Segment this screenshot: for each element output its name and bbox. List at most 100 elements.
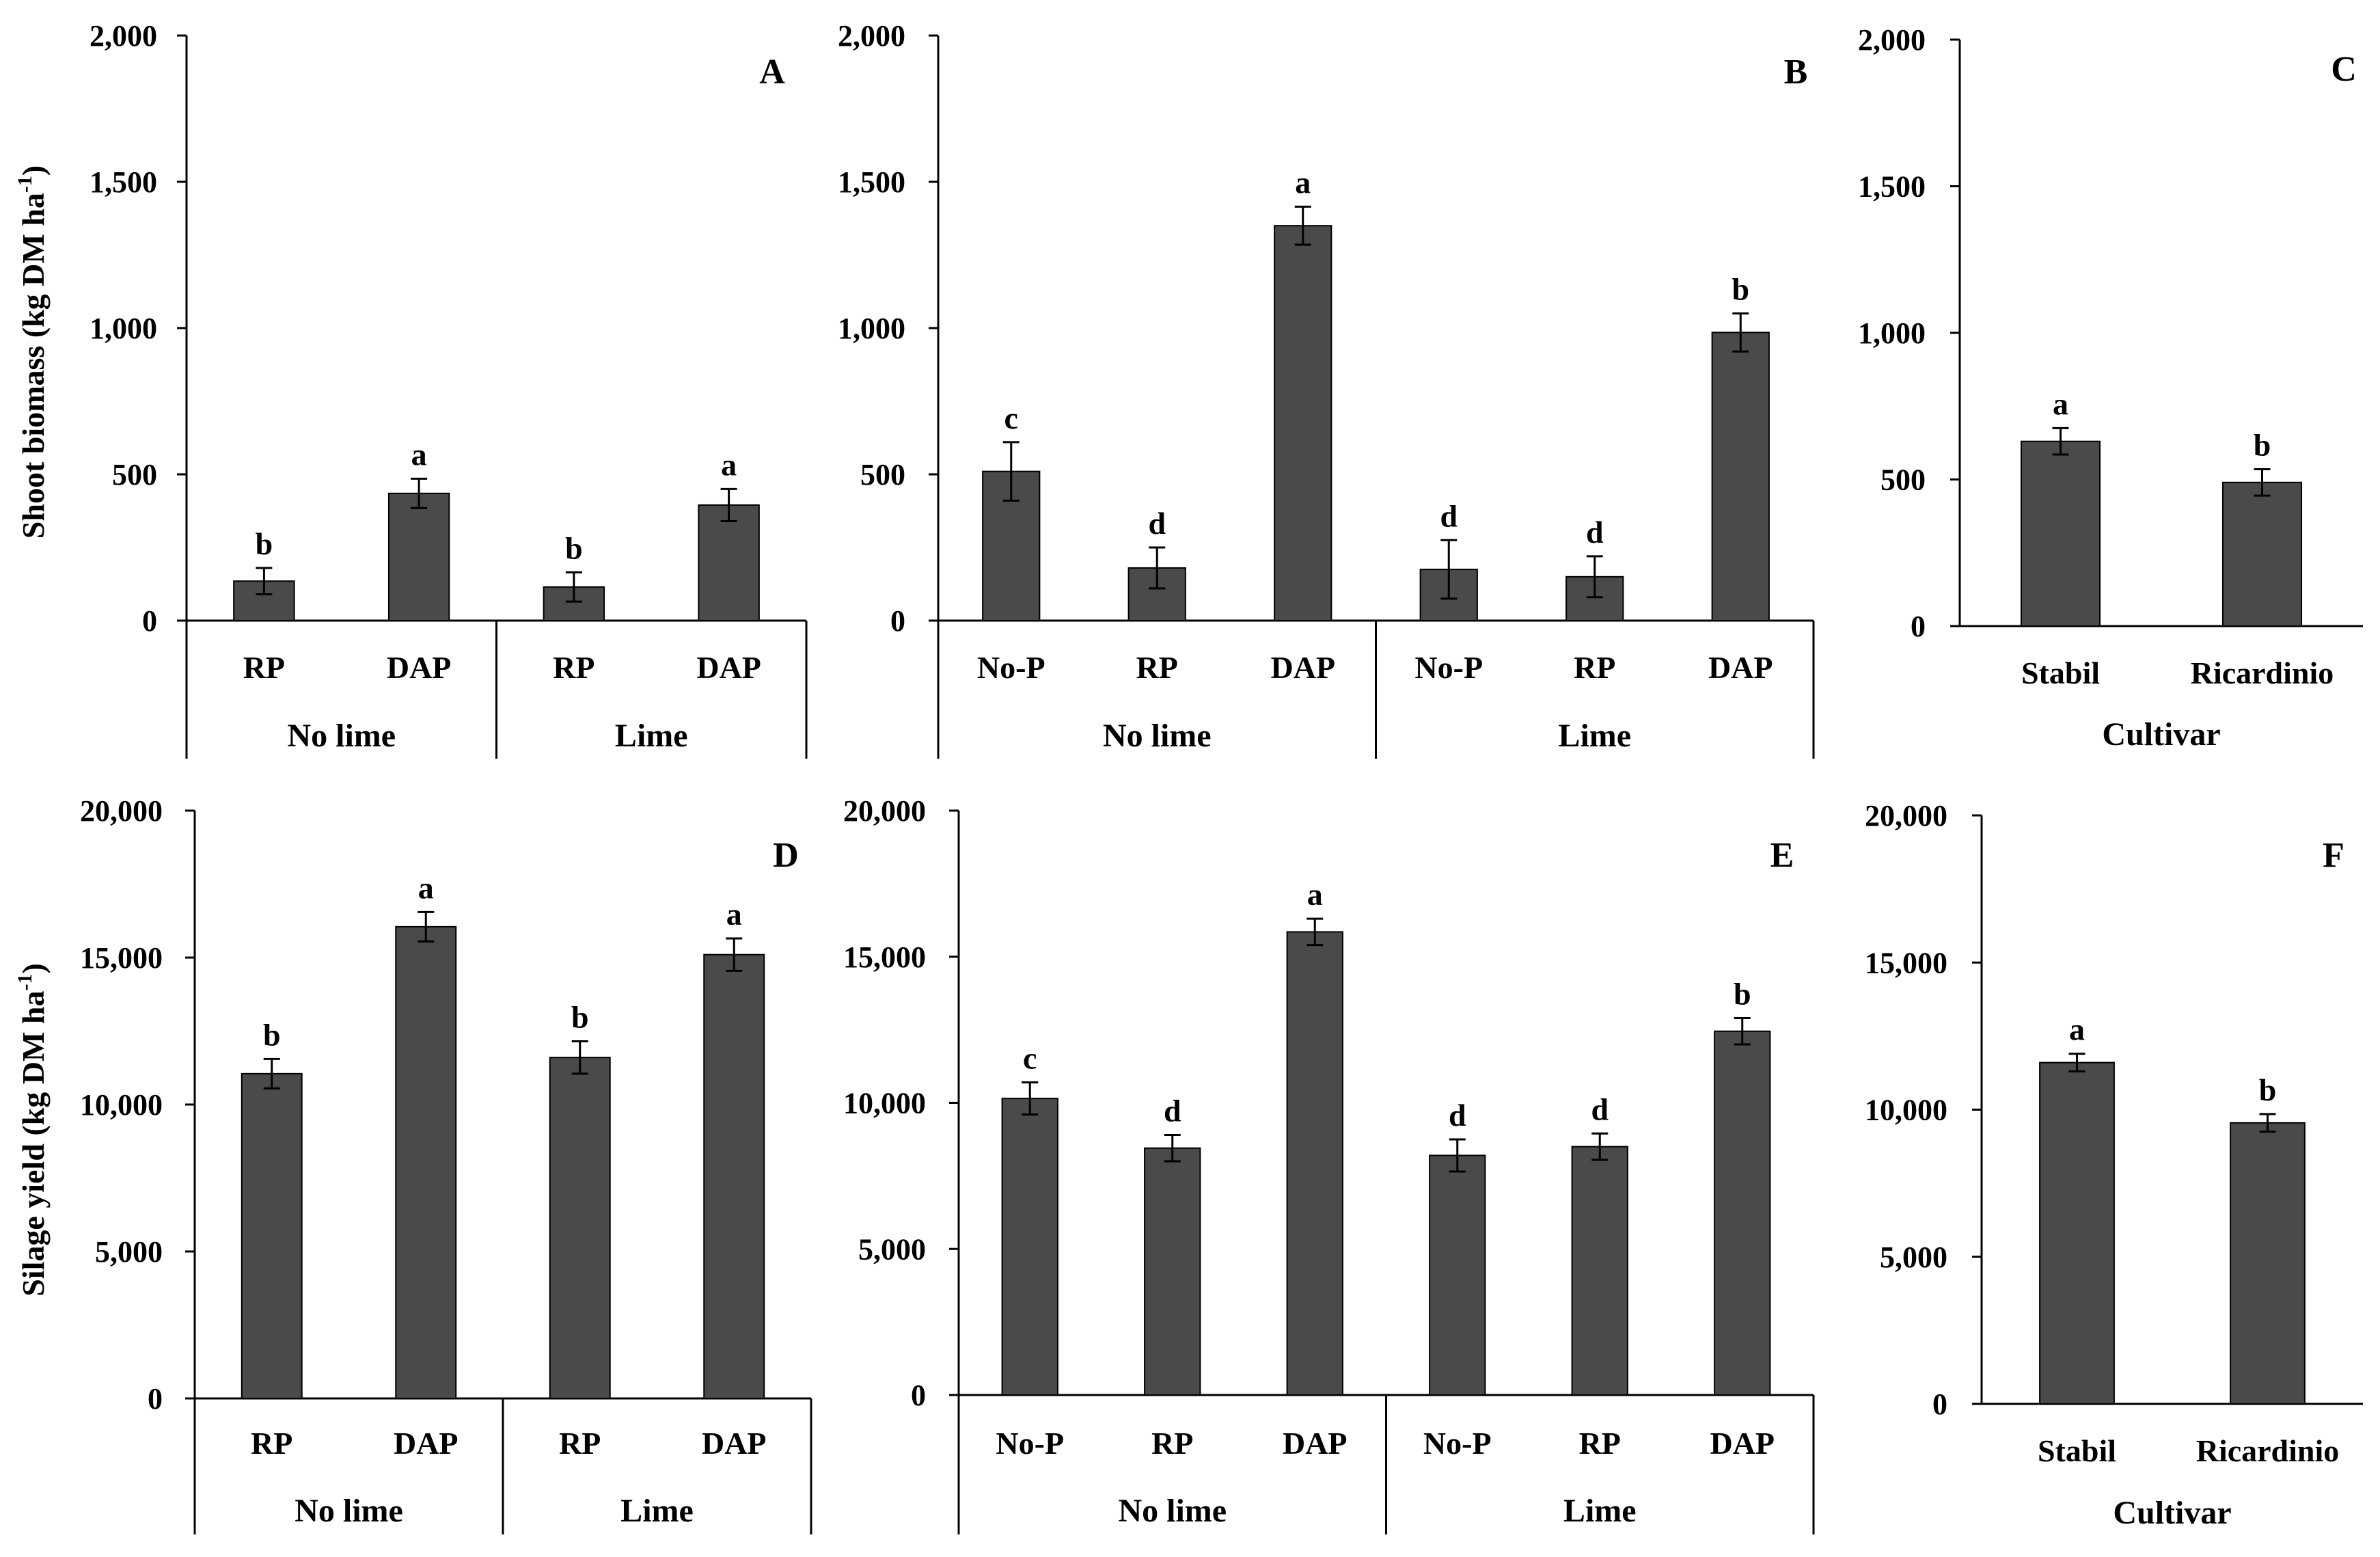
- panel-e: 0 5,000 10,000 15,000 20,000 E No lime Lime c No-…: [843, 794, 1815, 1534]
- significance-letter: a: [418, 870, 434, 905]
- bar: [2020, 440, 2101, 627]
- significance-letter: a: [411, 437, 427, 472]
- bar: [1714, 1030, 1771, 1396]
- bar: [1429, 1154, 1486, 1396]
- y-tick-label: 20,000: [80, 794, 163, 828]
- bar: [549, 1057, 611, 1399]
- y-tick-label: 5,000: [95, 1235, 163, 1269]
- group-label: Lime: [1558, 718, 1631, 754]
- significance-letter: c: [1023, 1041, 1037, 1076]
- significance-letter: a: [2053, 386, 2068, 421]
- y-tick-label: 500: [1880, 463, 1926, 497]
- group-label: No lime: [1118, 1493, 1227, 1529]
- category-label: DAP: [1270, 650, 1335, 685]
- y-tick-label: 0: [1932, 1387, 1947, 1421]
- bar: [1144, 1147, 1201, 1396]
- bar: [1274, 225, 1332, 621]
- y-tick-label: 15,000: [843, 940, 926, 974]
- y-tick-label: 1,500: [1858, 170, 1926, 204]
- panel-label: A: [759, 53, 785, 92]
- panel-label: D: [773, 836, 799, 875]
- y-tick-label: 0: [890, 604, 905, 638]
- significance-letter: d: [1148, 506, 1166, 541]
- y-tick-label: 1,000: [838, 312, 905, 345]
- panel-label: F: [2323, 836, 2344, 875]
- y-tick-label: 500: [112, 458, 157, 491]
- y-tick-label: 0: [1911, 610, 1926, 643]
- bar: [698, 504, 760, 621]
- category-label: Ricardinio: [2196, 1433, 2340, 1468]
- significance-letter: d: [1440, 498, 1458, 533]
- significance-letter: a: [726, 897, 742, 932]
- category-label: RP: [559, 1426, 601, 1461]
- y-tick-label: 2,000: [838, 19, 905, 53]
- significance-letter: b: [1732, 272, 1749, 307]
- group-label: Lime: [620, 1493, 694, 1529]
- category-label: DAP: [394, 1426, 459, 1461]
- significance-letter: b: [571, 1000, 589, 1035]
- significance-letter: c: [1004, 401, 1018, 435]
- category-label: No-P: [996, 1426, 1064, 1461]
- significance-letter: b: [263, 1017, 281, 1052]
- panel-c: 0 500 1,000 1,500 2,000 C Cultivar a Stabil b Rica…: [1858, 23, 2363, 753]
- category-label: DAP: [1708, 650, 1773, 685]
- significance-letter: d: [1586, 515, 1604, 550]
- significance-letter: d: [1164, 1094, 1181, 1128]
- y-tick-label: 15,000: [80, 941, 163, 975]
- significance-letter: b: [565, 530, 583, 565]
- y-tick-label: 0: [911, 1379, 926, 1412]
- y-tick-label: 10,000: [843, 1087, 926, 1120]
- x-axis-title: Cultivar: [2113, 1495, 2231, 1531]
- y-tick-label: 1,000: [1858, 316, 1926, 350]
- panel-label: B: [1784, 53, 1808, 92]
- y-tick-label: 1,500: [90, 165, 157, 199]
- bar: [387, 492, 450, 621]
- panel-f: 0 5,000 10,000 15,000 20,000 F Cultivar a Stabil…: [1865, 799, 2363, 1531]
- category-label: Ricardinio: [2191, 655, 2334, 690]
- category-label: DAP: [1710, 1426, 1775, 1461]
- bar: [1711, 331, 1770, 621]
- y-tick-label: 2,000: [90, 19, 157, 53]
- significance-letter: a: [721, 447, 737, 482]
- y-tick-label: 5,000: [1880, 1241, 1947, 1274]
- significance-letter: d: [1591, 1092, 1609, 1126]
- y-tick-label: 10,000: [1865, 1094, 1947, 1127]
- category-label: RP: [1574, 650, 1615, 685]
- bar: [1571, 1146, 1628, 1396]
- category-label: DAP: [1283, 1426, 1348, 1461]
- y-axis-label-bottom: Silage yield (kg DM ha-1): [14, 963, 51, 1297]
- bar: [395, 925, 457, 1399]
- significance-letter: b: [2254, 427, 2271, 462]
- y-tick-label: 15,000: [1865, 946, 1947, 979]
- category-label: No-P: [977, 650, 1045, 685]
- group-label: Lime: [1563, 1493, 1637, 1529]
- y-tick-label: 0: [148, 1382, 163, 1416]
- bar: [703, 953, 765, 1399]
- significance-letter: a: [2069, 1012, 2085, 1047]
- group-label: No lime: [295, 1493, 403, 1529]
- category-label: DAP: [387, 650, 452, 685]
- bar: [241, 1072, 303, 1399]
- bar: [1286, 931, 1343, 1396]
- significance-letter: d: [1449, 1098, 1466, 1133]
- significance-letter: b: [256, 526, 273, 561]
- y-axis-label-top: Shoot biomass (kg DM ha-1): [14, 165, 51, 539]
- group-label: No lime: [1103, 718, 1212, 754]
- category-label: RP: [1151, 1426, 1193, 1461]
- category-label: Stabil: [2038, 1433, 2116, 1468]
- y-tick-label: 500: [860, 458, 905, 491]
- category-label: RP: [243, 650, 285, 685]
- bar: [2221, 481, 2303, 627]
- category-label: RP: [251, 1426, 292, 1461]
- category-label: RP: [1136, 650, 1178, 685]
- significance-letter: a: [1295, 165, 1311, 200]
- significance-letter: a: [1307, 877, 1323, 912]
- category-label: RP: [1579, 1426, 1621, 1461]
- x-axis-title: Cultivar: [2102, 716, 2220, 753]
- group-label: Lime: [615, 718, 688, 754]
- category-label: No-P: [1414, 650, 1483, 685]
- y-tick-label: 2,000: [1858, 23, 1926, 57]
- panel-label: C: [2331, 50, 2357, 89]
- y-tick-label: 20,000: [1865, 799, 1947, 832]
